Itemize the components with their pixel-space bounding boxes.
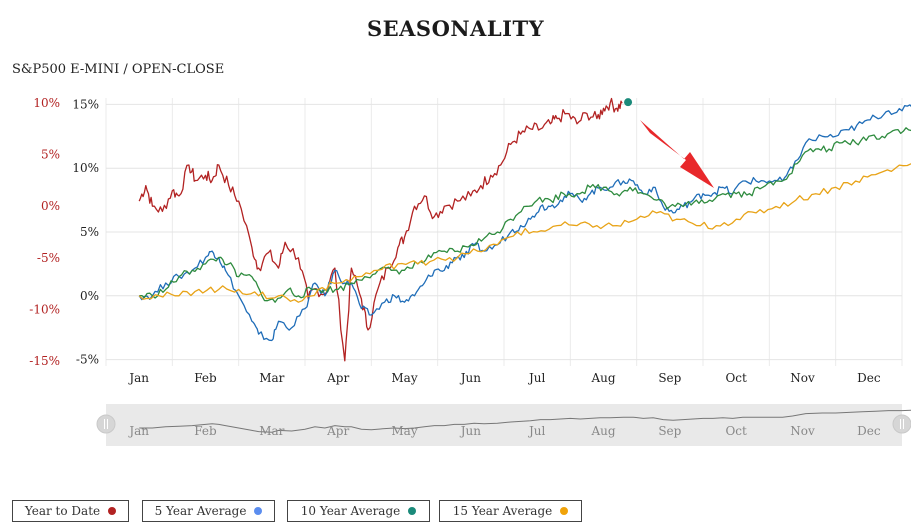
navigator-handle-right[interactable] xyxy=(892,414,911,434)
navigator-mask xyxy=(106,404,902,446)
ytd-endpoint-marker xyxy=(624,98,633,107)
left-axis-tick-label: -15% xyxy=(29,354,60,368)
navigator-month-label: Jan xyxy=(127,424,149,438)
legend-label: 5 Year Average xyxy=(154,504,247,518)
left-axis-tick-label: 10% xyxy=(33,96,60,110)
legend-15-year-average[interactable]: 15 Year Average xyxy=(439,500,582,522)
x-axis-tick-label: Jun xyxy=(459,371,482,385)
left-axis: 10% 5% 0% -5% -10% -15% xyxy=(29,96,60,368)
left-axis-tick-label: -10% xyxy=(29,302,60,316)
x-axis-tick-label: Nov xyxy=(790,371,815,385)
right-axis-tick-label: 0% xyxy=(80,289,99,303)
navigator-month-label: Mar xyxy=(259,424,284,438)
right-axis-tick-label: -5% xyxy=(76,353,99,367)
navigator-handle-left[interactable] xyxy=(96,414,116,434)
navigator-month-label: Sep xyxy=(658,424,681,438)
navigator-month-label: Dec xyxy=(857,424,881,438)
x-axis-tick-label: Mar xyxy=(259,371,284,385)
series-endpoint xyxy=(624,98,633,107)
x-axis-tick-label: Feb xyxy=(194,371,217,385)
page-title: SEASONALITY xyxy=(366,16,545,41)
navigator-month-label: Apr xyxy=(326,424,349,438)
range-navigator[interactable]: Jan Feb Mar Apr May Jun Jul Aug Sep Oct Nov Dec xyxy=(96,404,911,446)
legend-dot-icon xyxy=(560,507,569,515)
series-line-10-year-average xyxy=(139,127,911,303)
x-axis: Jan Feb Mar Apr May Jun Jul Aug Sep Oct Nov Dec xyxy=(127,371,881,385)
right-axis-tick-label: 10% xyxy=(72,161,99,175)
x-axis-tick-label: Aug xyxy=(590,371,615,385)
red-arrow-icon xyxy=(640,120,714,188)
x-axis-tick-label: Oct xyxy=(725,371,747,385)
chart-grid xyxy=(105,98,903,366)
left-axis-tick-label: -5% xyxy=(37,251,60,265)
legend-5-year-average[interactable]: 5 Year Average xyxy=(142,500,275,522)
series-line-year-to-date xyxy=(138,97,623,362)
x-axis-tick-label: May xyxy=(391,371,417,385)
legend-dot-icon xyxy=(254,507,263,515)
legend-year-to-date[interactable]: Year to Date xyxy=(12,500,129,522)
navigator-month-label: Feb xyxy=(194,424,217,438)
legend-dot-icon xyxy=(408,507,417,515)
navigator-month-label: May xyxy=(391,424,417,438)
x-axis-tick-label: Jan xyxy=(127,371,149,385)
right-axis-tick-label: 5% xyxy=(80,225,99,239)
navigator-month-label: Jul xyxy=(527,424,546,438)
navigator-month-label: Nov xyxy=(790,424,815,438)
navigator-line xyxy=(139,409,911,433)
chart-subtitle: S&P500 E-MINI / OPEN-CLOSE xyxy=(12,62,225,77)
x-axis-tick-label: Sep xyxy=(658,371,681,385)
right-axis-tick-label: 15% xyxy=(72,97,99,111)
annotation-arrow xyxy=(640,120,714,188)
navigator-month-label: Aug xyxy=(590,424,615,438)
navigator-month-label: Jun xyxy=(459,424,482,438)
series-line-5-year-average xyxy=(138,104,911,342)
right-axis: 15% 10% 5% 0% -5% xyxy=(72,97,99,366)
x-axis-tick-label: Dec xyxy=(857,371,881,385)
series-line-15-year-average xyxy=(138,163,911,303)
legend-label: 15 Year Average xyxy=(452,504,553,518)
left-axis-tick-label: 5% xyxy=(41,148,60,162)
legend-label: 10 Year Average xyxy=(300,504,401,518)
legend-10-year-average[interactable]: 10 Year Average xyxy=(287,500,430,522)
legend-dot-icon xyxy=(108,507,117,515)
navigator-month-label: Oct xyxy=(725,424,747,438)
series-lines xyxy=(138,97,911,362)
legend-label: Year to Date xyxy=(24,504,101,518)
x-axis-tick-label: Apr xyxy=(326,371,349,385)
left-axis-tick-label: 0% xyxy=(41,199,60,213)
x-axis-tick-label: Jul xyxy=(527,371,546,385)
